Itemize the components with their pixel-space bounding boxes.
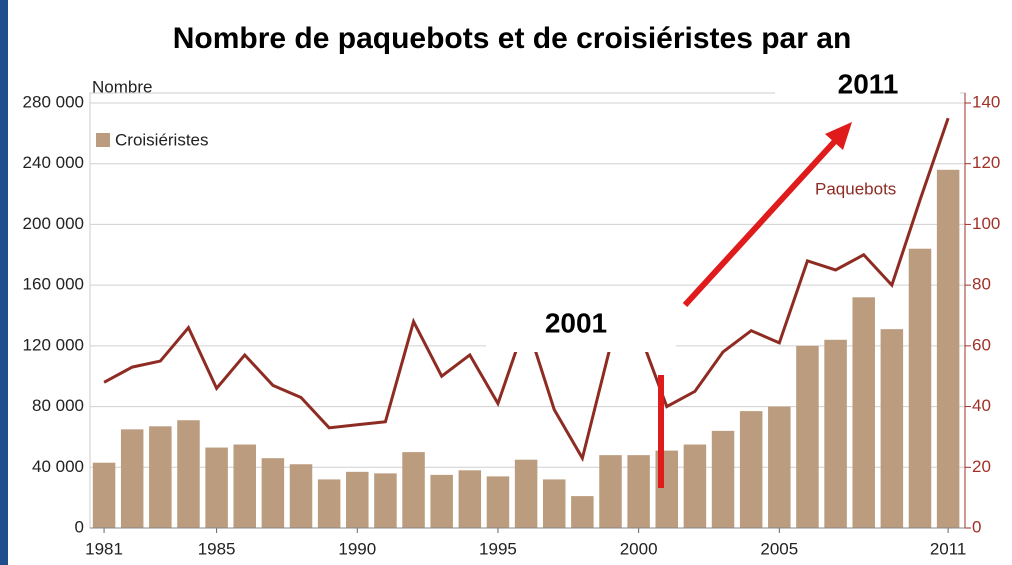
annotation: 2011 <box>838 68 899 99</box>
y2-tick-label: 100 <box>972 214 1000 233</box>
x-tick-label: 2000 <box>620 539 658 558</box>
y-tick-label: 240 000 <box>23 153 84 172</box>
bar <box>346 471 369 528</box>
legend-label: Croisiéristes <box>115 130 209 149</box>
bar <box>599 455 622 528</box>
chart-title: Nombre de paquebots et de croisiéristes … <box>173 22 852 55</box>
bar <box>233 444 256 528</box>
y2-tick-label: 140 <box>972 92 1000 111</box>
bar <box>149 426 172 528</box>
bar <box>739 411 763 528</box>
bar <box>430 474 453 528</box>
arrow-head <box>825 122 852 150</box>
annotation-box <box>486 290 676 352</box>
bar <box>261 458 285 528</box>
annotation-box <box>775 68 960 100</box>
bar <box>627 455 650 528</box>
y2-tick-label: 40 <box>972 396 991 415</box>
x-tick-label: 1990 <box>338 539 376 558</box>
bar <box>317 479 341 528</box>
y2-tick-label: 60 <box>972 335 991 354</box>
bar <box>711 430 735 528</box>
bar <box>683 444 707 528</box>
bar <box>824 339 847 528</box>
bar <box>852 297 875 528</box>
bar <box>458 470 482 528</box>
x-tick-label: 2005 <box>760 539 798 558</box>
x-tick-label: 1981 <box>85 539 123 558</box>
y2-tick-label: 0 <box>972 517 981 536</box>
x-tick-label: 1995 <box>479 539 517 558</box>
y2-tick-label: 20 <box>972 457 991 476</box>
annotation: 2001 <box>545 307 607 338</box>
y-tick-label: 120 000 <box>23 335 84 354</box>
side-strip <box>0 0 8 565</box>
y-tick-label: 160 000 <box>23 275 84 294</box>
bar <box>205 447 228 528</box>
bar <box>120 429 144 528</box>
bar <box>486 476 510 528</box>
y-tick-label: 40 000 <box>32 457 84 476</box>
x-tick-label: 2011 <box>930 539 967 558</box>
bar <box>571 496 594 528</box>
bar <box>542 479 566 528</box>
y-tick-label: 80 000 <box>32 396 84 415</box>
y-tick-label: 280 000 <box>23 92 84 111</box>
series-label: Paquebots <box>815 179 896 198</box>
bar <box>768 406 791 528</box>
y-tick-label: 0 <box>75 517 84 536</box>
bar <box>402 452 425 528</box>
bar <box>92 462 116 528</box>
bar <box>374 473 397 528</box>
bar <box>177 420 200 528</box>
bar <box>908 248 932 528</box>
y2-tick-label: 120 <box>972 153 1000 172</box>
y-tick-label: 200 000 <box>23 214 84 233</box>
bar <box>880 329 904 528</box>
bar <box>936 169 960 529</box>
arrow-shaft <box>682 137 839 308</box>
x-tick-label: 1985 <box>198 539 236 558</box>
bar <box>289 464 313 528</box>
bar <box>514 459 538 528</box>
y-axis-label: Nombre <box>92 77 152 96</box>
bar <box>796 345 819 528</box>
y2-tick-label: 80 <box>972 275 991 294</box>
legend-swatch <box>96 133 110 147</box>
